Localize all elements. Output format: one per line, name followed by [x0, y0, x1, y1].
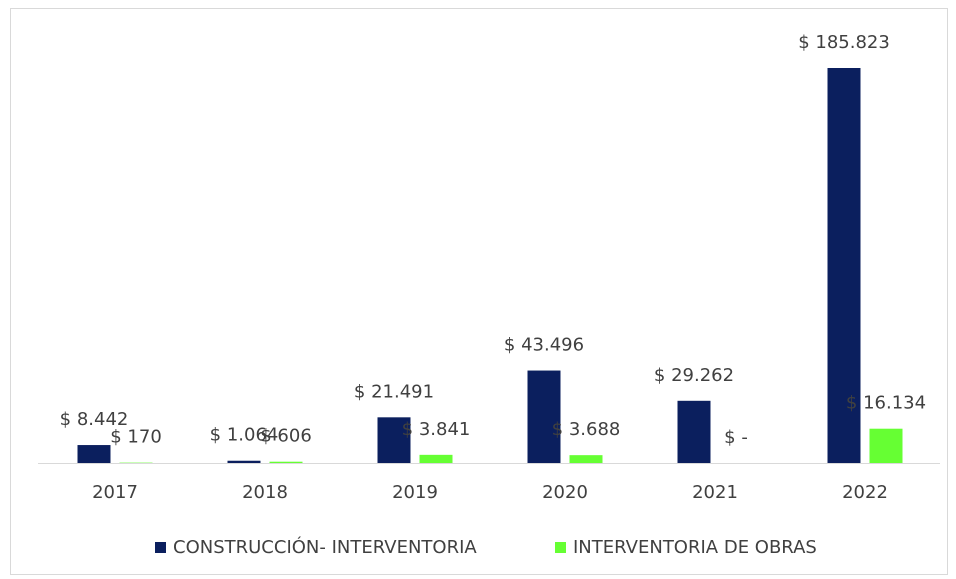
bar	[869, 428, 903, 463]
data-label: $ 3.688	[552, 419, 621, 440]
x-tick-label: 2022	[842, 482, 888, 503]
bar	[569, 455, 603, 463]
data-label: $ 29.262	[654, 365, 734, 386]
x-tick-label: 2020	[542, 482, 588, 503]
bar	[527, 370, 561, 463]
x-tick-label: 2017	[92, 482, 138, 503]
data-label: $ 1.064	[210, 425, 279, 446]
chart-border	[10, 8, 948, 575]
data-label: $ 43.496	[504, 335, 584, 356]
data-label: $ 21.491	[354, 381, 434, 402]
bar	[77, 445, 111, 463]
bar	[227, 460, 261, 463]
data-label: $ 170	[110, 427, 162, 448]
legend-label: INTERVENTORIA DE OBRAS	[573, 537, 817, 558]
bar	[269, 461, 303, 463]
legend-swatch	[555, 542, 566, 553]
data-label: $ 16.134	[846, 393, 926, 414]
data-label: $ 606	[260, 426, 312, 447]
legend-swatch	[155, 542, 166, 553]
legend-label: CONSTRUCCIÓN- INTERVENTORIA	[173, 536, 477, 558]
data-label: $ -	[724, 427, 748, 448]
x-tick-label: 2019	[392, 482, 438, 503]
bar	[827, 68, 861, 463]
bar	[419, 454, 453, 463]
bar	[677, 400, 711, 463]
x-tick-label: 2018	[242, 482, 288, 503]
bar	[377, 417, 411, 463]
x-tick-label: 2021	[692, 482, 738, 503]
data-label: $ 3.841	[402, 419, 471, 440]
data-label: $ 8.442	[60, 409, 129, 430]
data-label: $ 185.823	[798, 32, 890, 53]
